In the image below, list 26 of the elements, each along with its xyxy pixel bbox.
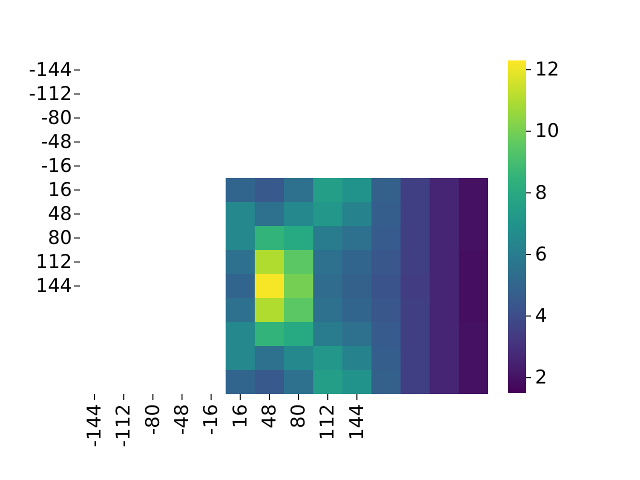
y-tick-label: -112 [28, 83, 72, 105]
x-tick-label: -112 [112, 404, 135, 448]
x-tick-label: -16 [200, 404, 222, 436]
x-tick-label: 80 [288, 404, 310, 428]
x-tick-label: -48 [171, 404, 193, 436]
y-tick-label: -80 [40, 107, 72, 129]
y-tick-label: 144 [36, 275, 72, 297]
x-tick-label: 144 [346, 404, 368, 440]
y-tick-label: 80 [48, 227, 72, 249]
x-tick-label: 112 [316, 404, 339, 440]
color-bar-label: 6 [535, 243, 548, 266]
y-tick-label: -48 [40, 131, 72, 153]
x-tick-label: 48 [258, 404, 280, 428]
y-tick-label: 112 [36, 251, 72, 273]
y-tick-label: -144 [28, 59, 72, 81]
color-bar-label: 2 [535, 366, 548, 389]
color-bar-label: 8 [535, 182, 548, 204]
color-bar-label: 4 [535, 305, 548, 328]
y-tick-label: 48 [48, 203, 72, 225]
color-bar-label: 12 [535, 58, 560, 81]
x-tick-label: 16 [229, 404, 252, 428]
y-tick-label: -16 [40, 155, 72, 177]
x-tick-label: -80 [142, 404, 164, 436]
y-tick-label: 16 [48, 179, 72, 201]
color-bar-label: 10 [535, 120, 560, 142]
x-tick-label: -144 [84, 404, 106, 448]
